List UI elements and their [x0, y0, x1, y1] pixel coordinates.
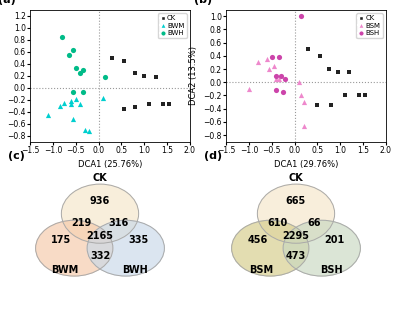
Point: [326, 67, 332, 72]
X-axis label: DCA1 (25.76%): DCA1 (25.76%): [78, 160, 142, 169]
Point: [59, 34, 65, 39]
Point: [335, 70, 341, 75]
Point: [296, 80, 302, 85]
Point: [280, 90, 286, 95]
Point: [255, 60, 261, 65]
Text: 2295: 2295: [282, 231, 310, 241]
Point: [268, 55, 275, 60]
Ellipse shape: [36, 220, 113, 276]
Point: [109, 55, 116, 60]
Text: 936: 936: [90, 195, 110, 205]
Point: [342, 93, 348, 98]
Text: 335: 335: [128, 235, 149, 245]
Text: BWM: BWM: [52, 265, 79, 275]
Text: 332: 332: [90, 251, 110, 260]
Point: [264, 57, 270, 62]
Point: [316, 53, 323, 59]
Point: [120, 58, 127, 63]
Ellipse shape: [61, 184, 139, 243]
Point: [100, 96, 106, 101]
Point: [70, 116, 77, 121]
Point: [298, 93, 305, 98]
X-axis label: DCA1 (29.76%): DCA1 (29.76%): [274, 160, 338, 169]
Point: [77, 102, 84, 107]
Ellipse shape: [283, 220, 360, 276]
Text: 665: 665: [286, 195, 306, 205]
Point: [300, 124, 307, 129]
Text: (d): (d): [204, 151, 222, 162]
Point: [275, 76, 282, 81]
Point: [152, 74, 159, 80]
Text: 316: 316: [108, 218, 128, 228]
Point: [300, 99, 307, 105]
Point: [278, 73, 284, 78]
Point: [70, 48, 77, 53]
Text: 2165: 2165: [86, 231, 114, 241]
Point: [298, 14, 305, 19]
Text: (b): (b): [194, 0, 212, 5]
Text: 66: 66: [308, 218, 321, 228]
Point: [146, 101, 152, 107]
Text: 219: 219: [72, 218, 92, 228]
Point: [68, 102, 74, 107]
Point: [132, 70, 138, 75]
Text: CK: CK: [93, 173, 107, 183]
Text: (a): (a): [0, 0, 16, 5]
Point: [141, 73, 148, 78]
Point: [166, 101, 173, 107]
Text: 473: 473: [286, 251, 306, 260]
Point: [120, 106, 127, 111]
Point: [132, 104, 138, 109]
Legend: CK, BSM, BSH: CK, BSM, BSH: [356, 13, 382, 38]
Point: [282, 76, 289, 81]
Point: [328, 103, 334, 108]
Ellipse shape: [87, 220, 164, 276]
Point: [159, 101, 166, 107]
Point: [346, 70, 353, 75]
Point: [362, 93, 369, 98]
Text: BSM: BSM: [249, 265, 273, 275]
Text: 610: 610: [268, 218, 288, 228]
Point: [102, 74, 109, 80]
Text: (c): (c): [8, 151, 25, 162]
Point: [68, 98, 74, 103]
Point: [273, 88, 280, 93]
Point: [45, 112, 52, 117]
Text: 175: 175: [51, 235, 72, 245]
Point: [77, 70, 84, 75]
Ellipse shape: [257, 184, 335, 243]
Point: [271, 63, 277, 68]
Point: [266, 67, 273, 72]
Text: 201: 201: [324, 235, 345, 245]
Point: [61, 100, 68, 105]
Text: 456: 456: [247, 235, 268, 245]
Point: [79, 89, 86, 94]
Point: [86, 129, 93, 134]
Legend: CK, BWM, BWH: CK, BWM, BWH: [158, 13, 186, 38]
Point: [79, 67, 86, 72]
Point: [273, 73, 280, 78]
Y-axis label: DCA2 (13.5%): DCA2 (13.5%): [189, 46, 198, 105]
Text: BWH: BWH: [122, 265, 148, 275]
Point: [82, 127, 88, 132]
Point: [305, 47, 312, 52]
Text: CK: CK: [289, 173, 303, 183]
Ellipse shape: [232, 220, 309, 276]
Point: [246, 86, 252, 91]
Point: [70, 89, 77, 94]
Point: [273, 76, 280, 81]
Point: [355, 93, 362, 98]
Point: [275, 55, 282, 60]
Y-axis label: DCA2 (13.5%): DCA2 (13.5%): [0, 46, 2, 105]
Point: [72, 66, 79, 71]
Point: [314, 103, 321, 108]
Point: [56, 103, 63, 108]
Point: [66, 52, 72, 57]
Text: BSH: BSH: [320, 265, 342, 275]
Point: [72, 97, 79, 102]
